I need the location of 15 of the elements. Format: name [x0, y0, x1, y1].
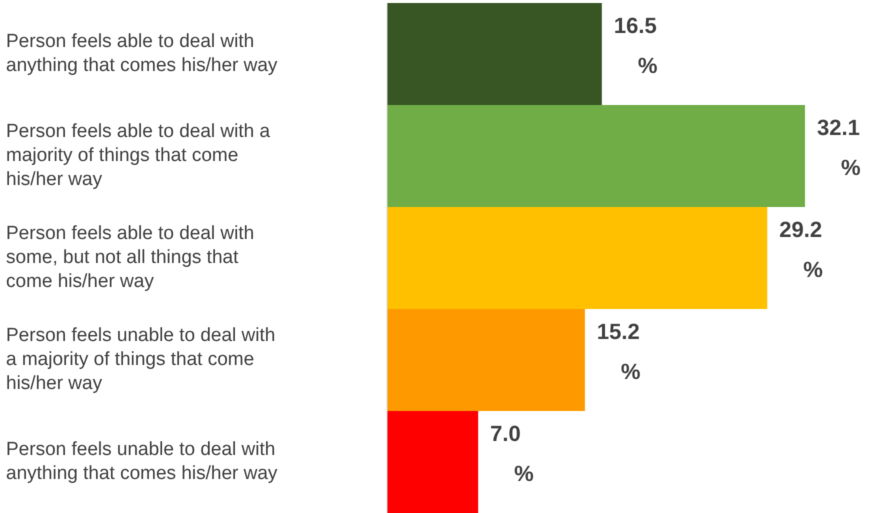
bar — [387, 3, 602, 105]
y-tick-label: Person feels unable to deal with a majority of things that come his/her way — [6, 325, 276, 394]
y-tick-label: Person feels able to deal with anything that comes his/her way — [6, 31, 278, 76]
data-label: 32.1 % — [817, 115, 861, 180]
data-label: 16.5 % — [614, 13, 658, 78]
bar — [387, 105, 805, 207]
data-label: 29.2 % — [779, 217, 823, 282]
y-tick-label: Person feels unable to deal with anything that comes his/her way — [6, 439, 278, 484]
data-label: 7.0 % — [490, 421, 534, 486]
bar — [387, 411, 478, 513]
bar — [387, 207, 768, 309]
y-tick-label: Person feels able to deal with some, but not all things that come his/her way — [6, 223, 254, 292]
y-tick-label: Person feels able to deal with a majority of things that come his/her way — [6, 121, 270, 190]
bar — [387, 309, 585, 411]
data-label: 15.2 % — [596, 319, 640, 384]
